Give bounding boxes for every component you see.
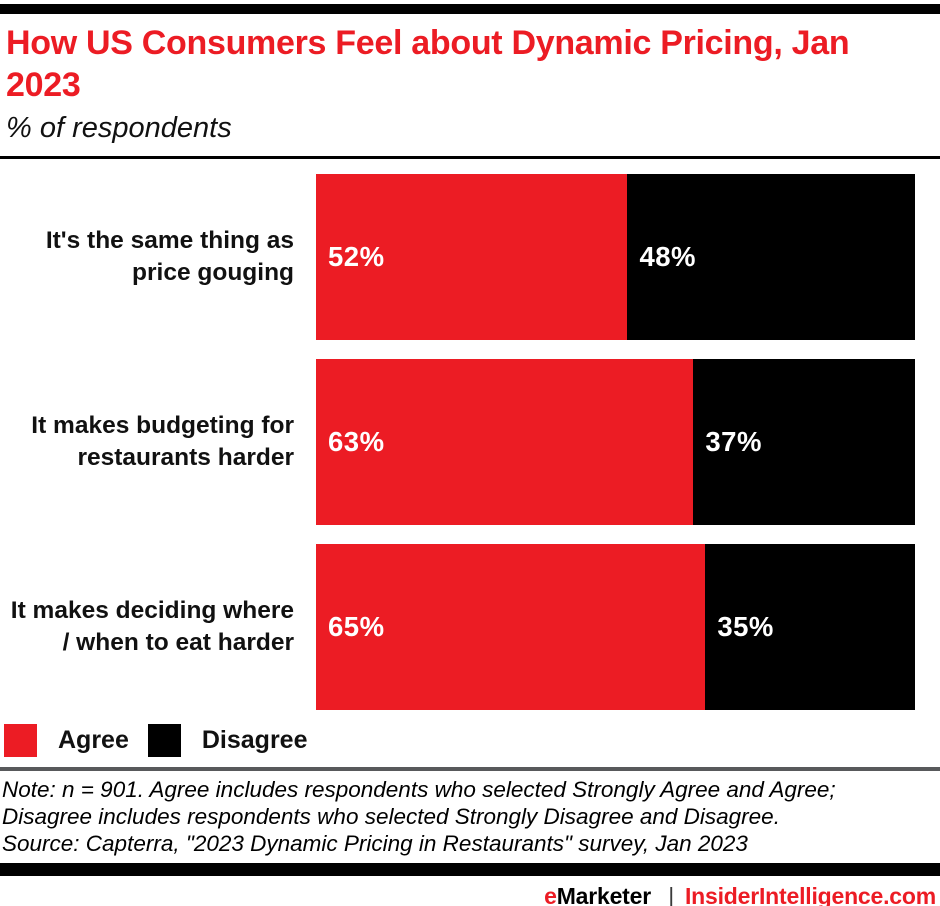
- disagree-bar-segment: 37%: [693, 359, 915, 526]
- agree-legend-swatch: [4, 724, 37, 758]
- disagree-bar-segment: 48%: [627, 174, 915, 341]
- category-label: It makes deciding where / when to eat ha…: [10, 597, 294, 657]
- chart-row-price-gouging: It's the same thing as price gouging 52%…: [0, 174, 915, 341]
- disagree-value-label: 37%: [705, 426, 762, 458]
- insider-intelligence-url: InsiderIntelligence.com: [684, 883, 936, 906]
- top-border-bar: [0, 4, 940, 14]
- note-line-2: Disagree includes respondents who select…: [2, 804, 780, 830]
- bar-track: 65% 35%: [316, 544, 915, 711]
- page-title: How US Consumers Feel about Dynamic Pric…: [6, 22, 920, 106]
- footer-separator: |: [668, 883, 674, 906]
- agree-bar-segment: 65%: [316, 544, 706, 711]
- page-title-line2: 2023: [6, 66, 81, 105]
- disagree-legend-label: Disagree: [201, 726, 308, 755]
- chart-notes: Note: n = 901. Agree includes respondent…: [0, 771, 940, 863]
- emarketer-logo-e: e: [544, 883, 557, 906]
- category-label: It makes budgeting for restaurants harde…: [31, 412, 294, 472]
- source-line: Source: Capterra, "2023 Dynamic Pricing …: [2, 831, 748, 857]
- legend-item-disagree: Disagree: [147, 724, 308, 758]
- chart-legend: Agree Disagree: [4, 724, 940, 758]
- chart-row-deciding: It makes deciding where / when to eat ha…: [0, 544, 915, 711]
- page-title-line1: How US Consumers Feel about Dynamic Pric…: [6, 24, 850, 62]
- agree-legend-label: Agree: [58, 726, 129, 755]
- legend-item-agree: Agree: [4, 724, 129, 758]
- agree-bar-segment: 52%: [316, 174, 628, 341]
- agree-value-label: 52%: [328, 241, 385, 273]
- chart-units-subtitle: % of respondents: [6, 112, 232, 145]
- footer-branding: eMarketer | InsiderIntelligence.com: [0, 876, 940, 906]
- agree-bar-segment: 63%: [316, 359, 694, 526]
- bar-track: 52% 48%: [316, 174, 915, 341]
- disagree-bar-segment: 35%: [705, 544, 915, 711]
- emarketer-logo-rest: Marketer: [556, 883, 651, 906]
- chart-header: How US Consumers Feel about Dynamic Pric…: [0, 14, 940, 145]
- category-label: It's the same thing as price gouging: [45, 227, 294, 287]
- bar-track: 63% 37%: [316, 359, 915, 526]
- emarketer-logo: eMarketer: [544, 883, 657, 906]
- header-divider: [0, 156, 940, 160]
- disagree-value-label: 48%: [639, 241, 697, 273]
- chart-row-budgeting: It makes budgeting for restaurants harde…: [0, 359, 915, 526]
- stacked-bar-chart: It's the same thing as price gouging 52%…: [0, 159, 940, 711]
- footer-border-bar: [0, 863, 940, 877]
- agree-value-label: 65%: [328, 611, 385, 643]
- note-line-1: Note: n = 901. Agree includes respondent…: [2, 777, 836, 803]
- disagree-value-label: 35%: [717, 611, 774, 643]
- agree-value-label: 63%: [328, 426, 385, 458]
- notes-divider: [0, 767, 940, 772]
- disagree-legend-swatch: [147, 724, 181, 758]
